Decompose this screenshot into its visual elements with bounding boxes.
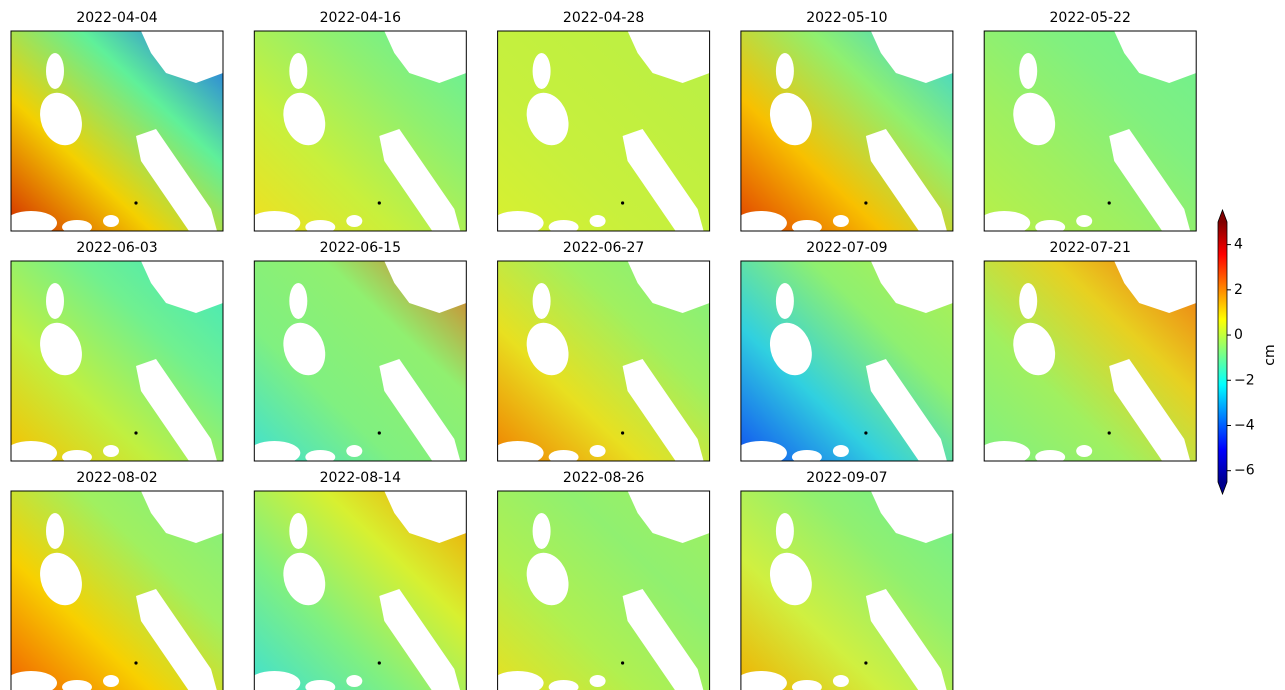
panel-frame: [983, 30, 1197, 232]
map-panel: 2022-08-26: [491, 470, 711, 690]
panel-title: 2022-08-02: [76, 470, 157, 486]
panel-title: 2022-08-14: [320, 470, 401, 486]
map-panel: 2022-06-15: [248, 240, 467, 465]
panel-title: 2022-04-04: [76, 10, 157, 26]
map-panel: 2022-08-02: [5, 470, 224, 690]
colorbar-extend-top: [1218, 210, 1227, 222]
panel-frame: [253, 30, 467, 232]
panel-frame: [740, 490, 954, 690]
panel-title: 2022-06-15: [320, 240, 401, 256]
map-panel: 2022-07-09: [734, 240, 954, 465]
map-panel: 2022-05-22: [978, 10, 1197, 235]
panel-title: 2022-04-28: [563, 10, 644, 26]
panel-frame: [740, 260, 954, 462]
panel-frame: [983, 260, 1197, 462]
map-panel: 2022-05-10: [734, 10, 954, 235]
panel-title: 2022-05-22: [1050, 10, 1131, 26]
panel-frame: [10, 260, 224, 462]
colorbar-tick-label: 0: [1234, 327, 1243, 343]
map-panel: 2022-06-03: [5, 240, 224, 465]
panel-title: 2022-05-10: [806, 10, 887, 26]
colorbar-tick-label: 4: [1234, 237, 1243, 253]
panel-frame: [253, 490, 467, 690]
panel-title: 2022-04-16: [320, 10, 401, 26]
panel-title: 2022-06-27: [563, 240, 644, 256]
colorbar-tick-label: −4: [1234, 417, 1255, 433]
panel-title: 2022-09-07: [806, 470, 887, 486]
panel-title: 2022-08-26: [563, 470, 644, 486]
panel-frame: [253, 260, 467, 462]
panel-frame: [497, 490, 711, 690]
colorbar-tick-label: −6: [1234, 463, 1255, 479]
map-panel: 2022-04-28: [491, 10, 711, 235]
panel-frame: [740, 30, 954, 232]
panel-title: 2022-07-21: [1050, 240, 1131, 256]
panel-frame: [497, 260, 711, 462]
colorbar-tick-label: −2: [1234, 372, 1255, 388]
panel-frame: [497, 30, 711, 232]
panel-frame: [10, 490, 224, 690]
map-panel: 2022-06-27: [491, 240, 711, 465]
map-panel: 2022-07-21: [978, 240, 1197, 465]
panel-title: 2022-06-03: [76, 240, 157, 256]
map-panel: 2022-09-07: [734, 470, 954, 690]
map-panel: 2022-08-14: [248, 470, 467, 690]
colorbar-outline: [1217, 208, 1228, 496]
panel-frame: [10, 30, 224, 232]
colorbar: [1218, 222, 1227, 482]
colorbar-tick-label: 2: [1234, 282, 1243, 298]
colorbar-label: cm: [1262, 344, 1278, 365]
colorbar-extend-bottom: [1218, 482, 1227, 494]
panel-title: 2022-07-09: [806, 240, 887, 256]
map-panel: 2022-04-04: [5, 10, 224, 235]
map-panel: 2022-04-16: [248, 10, 467, 235]
